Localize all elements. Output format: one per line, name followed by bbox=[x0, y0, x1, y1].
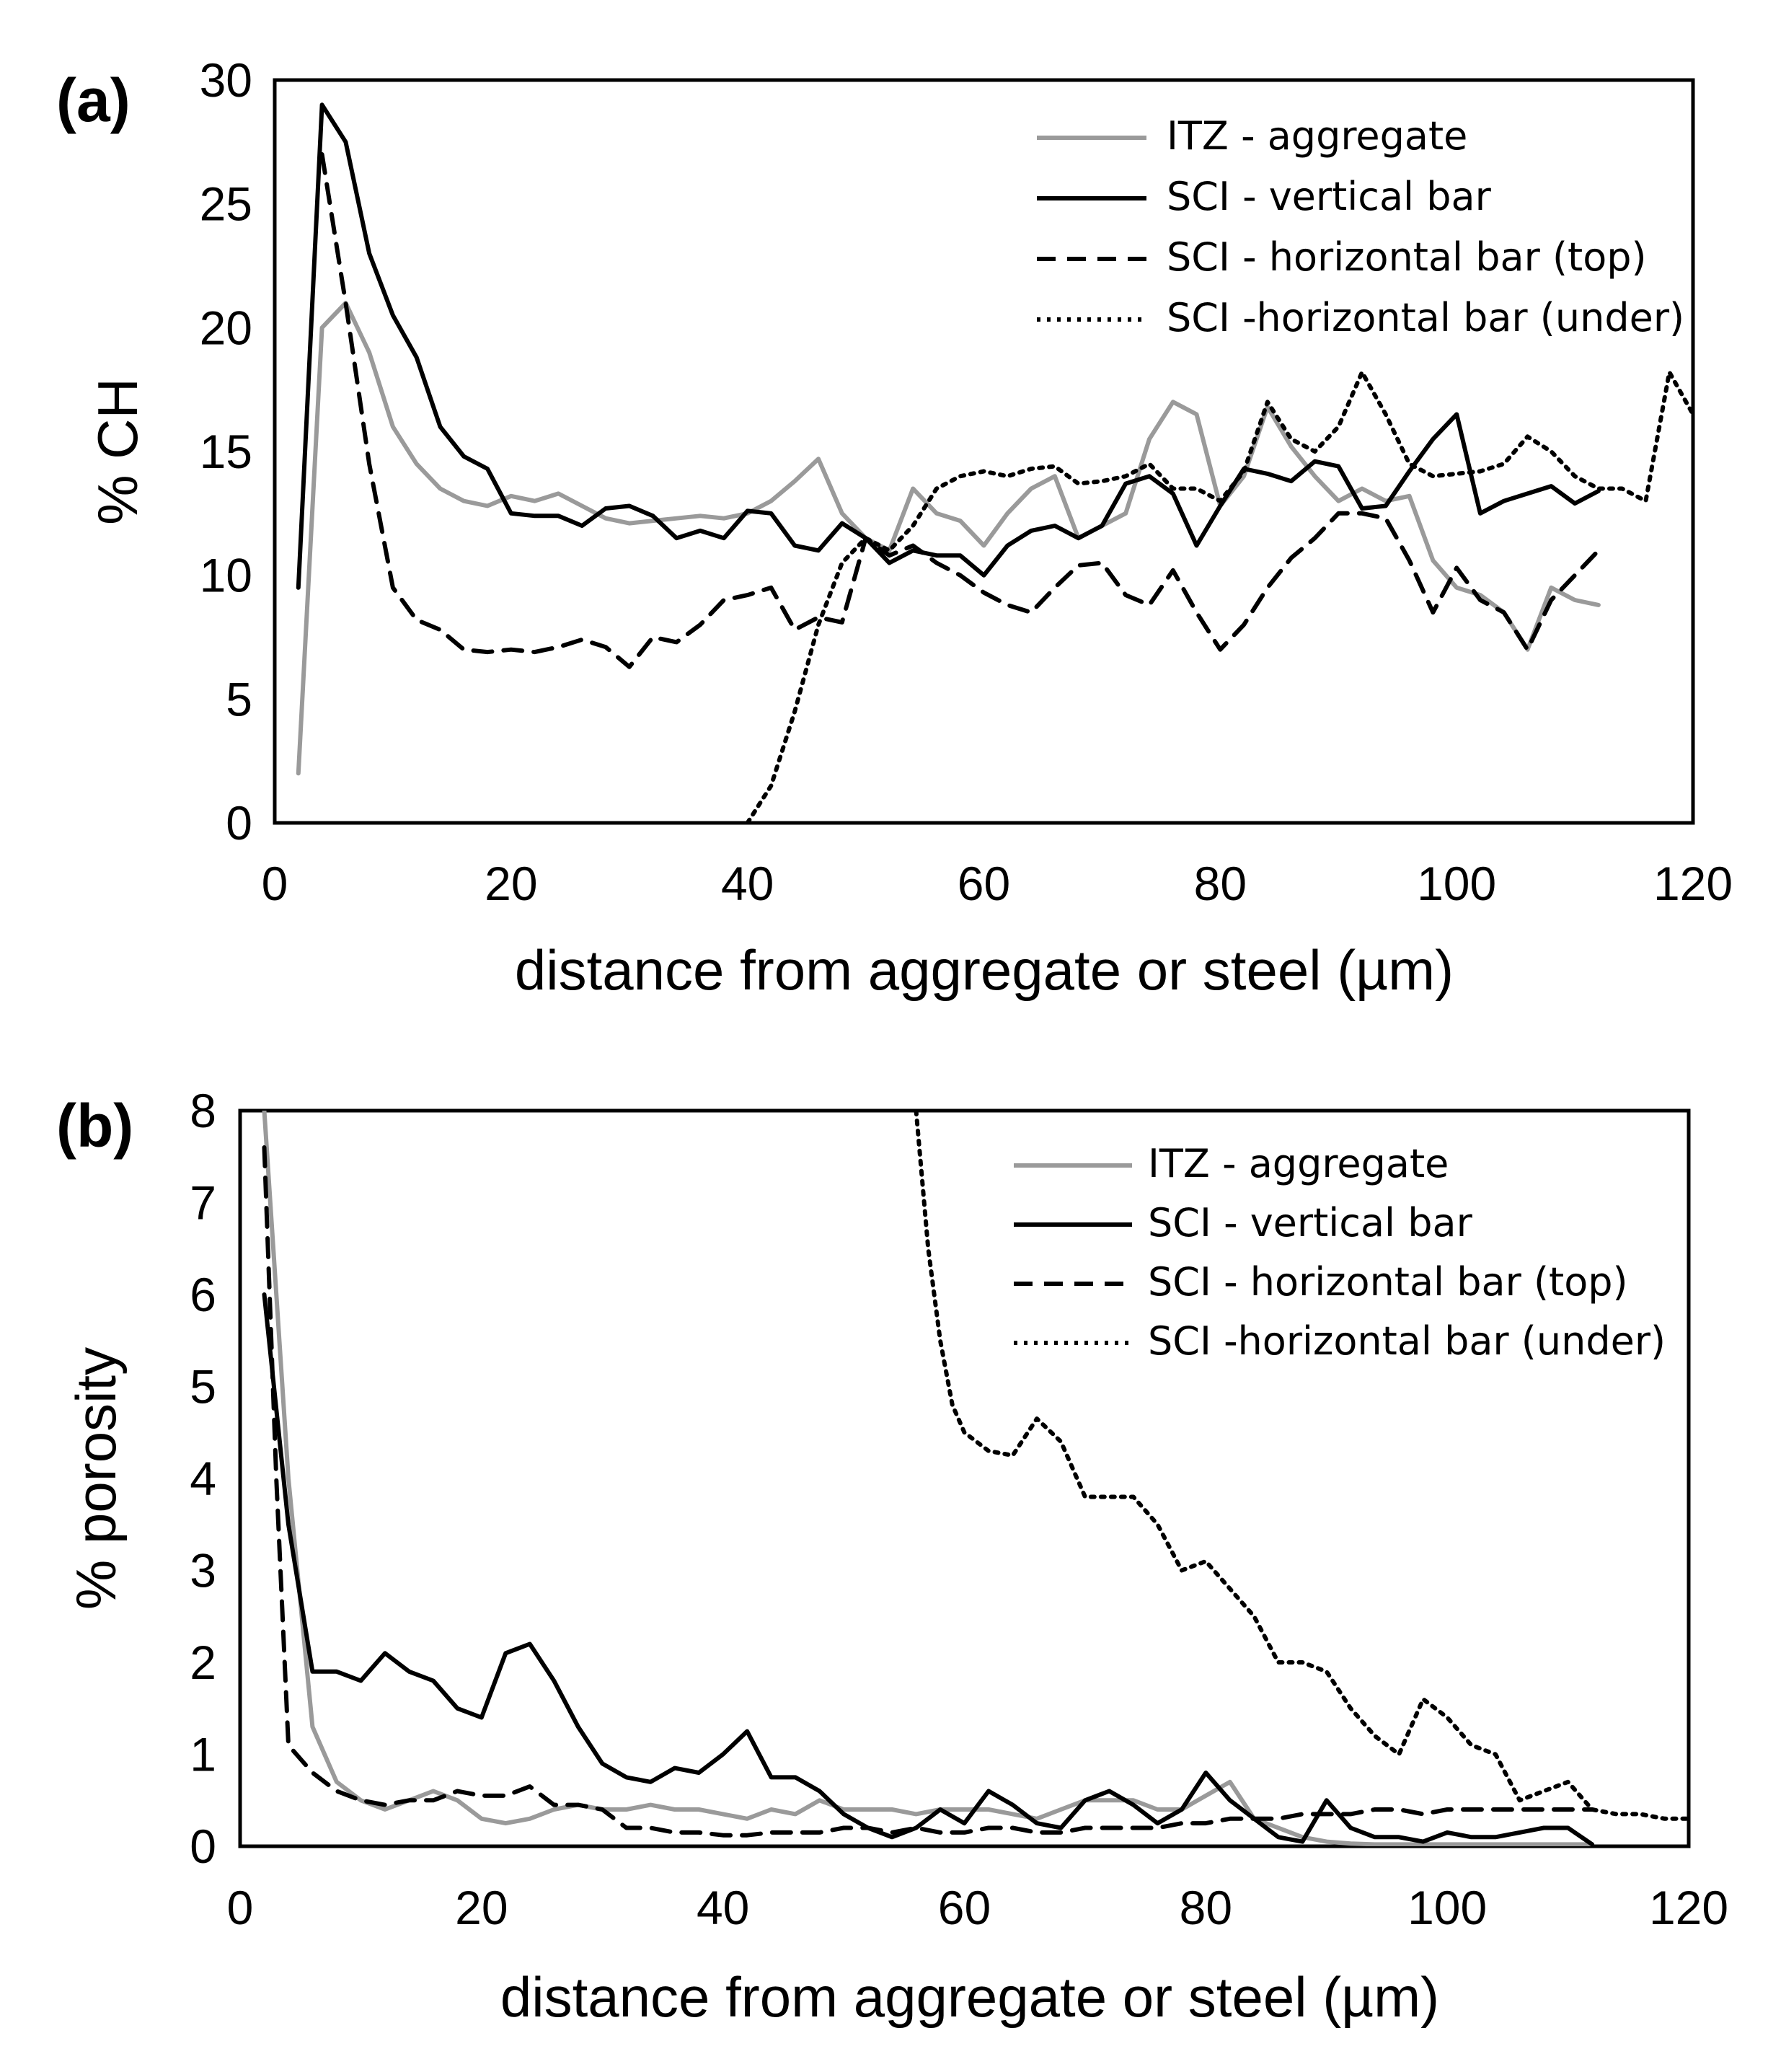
plot-area-frame-b bbox=[238, 1108, 1691, 1848]
y-tick-label: 6 bbox=[190, 1268, 216, 1321]
y-tick-label: 0 bbox=[190, 1820, 216, 1873]
y-tick-label: 7 bbox=[190, 1176, 216, 1230]
x-tick-label: 60 bbox=[938, 1881, 991, 1934]
x-tick-label: 0 bbox=[227, 1881, 254, 1934]
x-tick-label: 20 bbox=[455, 1881, 508, 1934]
series-line-gray-solid bbox=[296, 301, 1601, 776]
legend-entry-label: SCI - vertical bar bbox=[1148, 1200, 1473, 1246]
y-tick-label: 4 bbox=[190, 1452, 216, 1505]
legend-entry-label: ITZ - aggregate bbox=[1148, 1141, 1449, 1186]
chart-panel-b: (b) 0 1 2 3 4 5 6 7 8 0 20 40 60 80 100 120 distance f… bbox=[56, 1084, 1728, 2029]
series-group-a bbox=[296, 102, 1693, 823]
series-line-black-solid bbox=[262, 1292, 1595, 1846]
x-tick-label: 60 bbox=[958, 857, 1010, 910]
x-axis-a: 0 20 40 60 80 100 120 bbox=[262, 857, 1733, 910]
x-axis-label-a: distance from aggregate or steel (µm) bbox=[515, 938, 1454, 1002]
y-tick-label: 5 bbox=[226, 672, 252, 726]
y-tick-label: 15 bbox=[200, 425, 252, 478]
y-tick-label: 25 bbox=[200, 177, 252, 231]
y-axis-label-a: % CH bbox=[86, 378, 149, 525]
legend-entry-label: SCI - horizontal bar (top) bbox=[1167, 234, 1647, 280]
x-tick-label: 120 bbox=[1653, 857, 1733, 910]
series-line-black-dotted bbox=[914, 1111, 1689, 1821]
legend-entry-label: SCI - vertical bar bbox=[1167, 174, 1492, 219]
legend-entry-label: ITZ - aggregate bbox=[1167, 113, 1467, 159]
x-tick-label: 120 bbox=[1649, 1881, 1728, 1934]
x-tick-label: 40 bbox=[697, 1881, 749, 1934]
x-axis-label-b: distance from aggregate or steel (µm) bbox=[500, 1965, 1439, 2029]
y-axis-b: 0 1 2 3 4 5 6 7 8 bbox=[190, 1084, 216, 1873]
y-tick-label: 30 bbox=[200, 53, 252, 107]
legend-entry-label: SCI -horizontal bar (under) bbox=[1167, 295, 1684, 340]
legend-entry-label: SCI - horizontal bar (top) bbox=[1148, 1259, 1628, 1305]
x-tick-label: 0 bbox=[262, 857, 288, 910]
y-tick-label: 2 bbox=[190, 1636, 216, 1689]
y-tick-label: 10 bbox=[200, 549, 252, 602]
y-tick-label: 1 bbox=[190, 1728, 216, 1781]
legend-a: ITZ - aggregate SCI - vertical bar SCI - h… bbox=[1037, 113, 1684, 340]
y-tick-label: 5 bbox=[190, 1360, 216, 1414]
y-tick-label: 20 bbox=[200, 301, 252, 354]
x-axis-b: 0 20 40 60 80 100 120 bbox=[227, 1881, 1728, 1934]
panel-label-a: (a) bbox=[56, 66, 131, 134]
x-tick-label: 40 bbox=[721, 857, 774, 910]
x-tick-label: 80 bbox=[1194, 857, 1247, 910]
y-tick-label: 0 bbox=[226, 796, 252, 850]
series-line-black-dashed bbox=[319, 152, 1601, 669]
series-line-gray-solid bbox=[262, 1111, 1595, 1846]
series-line-black-dotted bbox=[745, 370, 1693, 823]
x-tick-label: 100 bbox=[1417, 857, 1496, 910]
y-tick-label: 3 bbox=[190, 1544, 216, 1597]
y-axis-label-b: % porosity bbox=[64, 1347, 128, 1610]
y-tick-label: 8 bbox=[190, 1084, 216, 1137]
x-tick-label: 20 bbox=[485, 857, 537, 910]
x-tick-label: 100 bbox=[1407, 1881, 1487, 1934]
series-group-b bbox=[262, 1111, 1689, 1846]
chart-panel-a: (a) 0 5 10 15 20 25 30 0 20 40 60 80 100 120 distanc… bbox=[56, 53, 1733, 1002]
legend-entry-label: SCI -horizontal bar (under) bbox=[1148, 1318, 1666, 1364]
legend-b: ITZ - aggregate SCI - vertical bar SCI - h… bbox=[1014, 1141, 1666, 1364]
plot-area-frame-a bbox=[273, 78, 1695, 825]
series-line-black-solid bbox=[296, 102, 1601, 590]
series-line-black-dashed bbox=[262, 1145, 1595, 1838]
x-tick-label: 80 bbox=[1180, 1881, 1232, 1934]
y-axis-a: 0 5 10 15 20 25 30 bbox=[200, 53, 252, 850]
panel-label-b: (b) bbox=[56, 1092, 133, 1160]
